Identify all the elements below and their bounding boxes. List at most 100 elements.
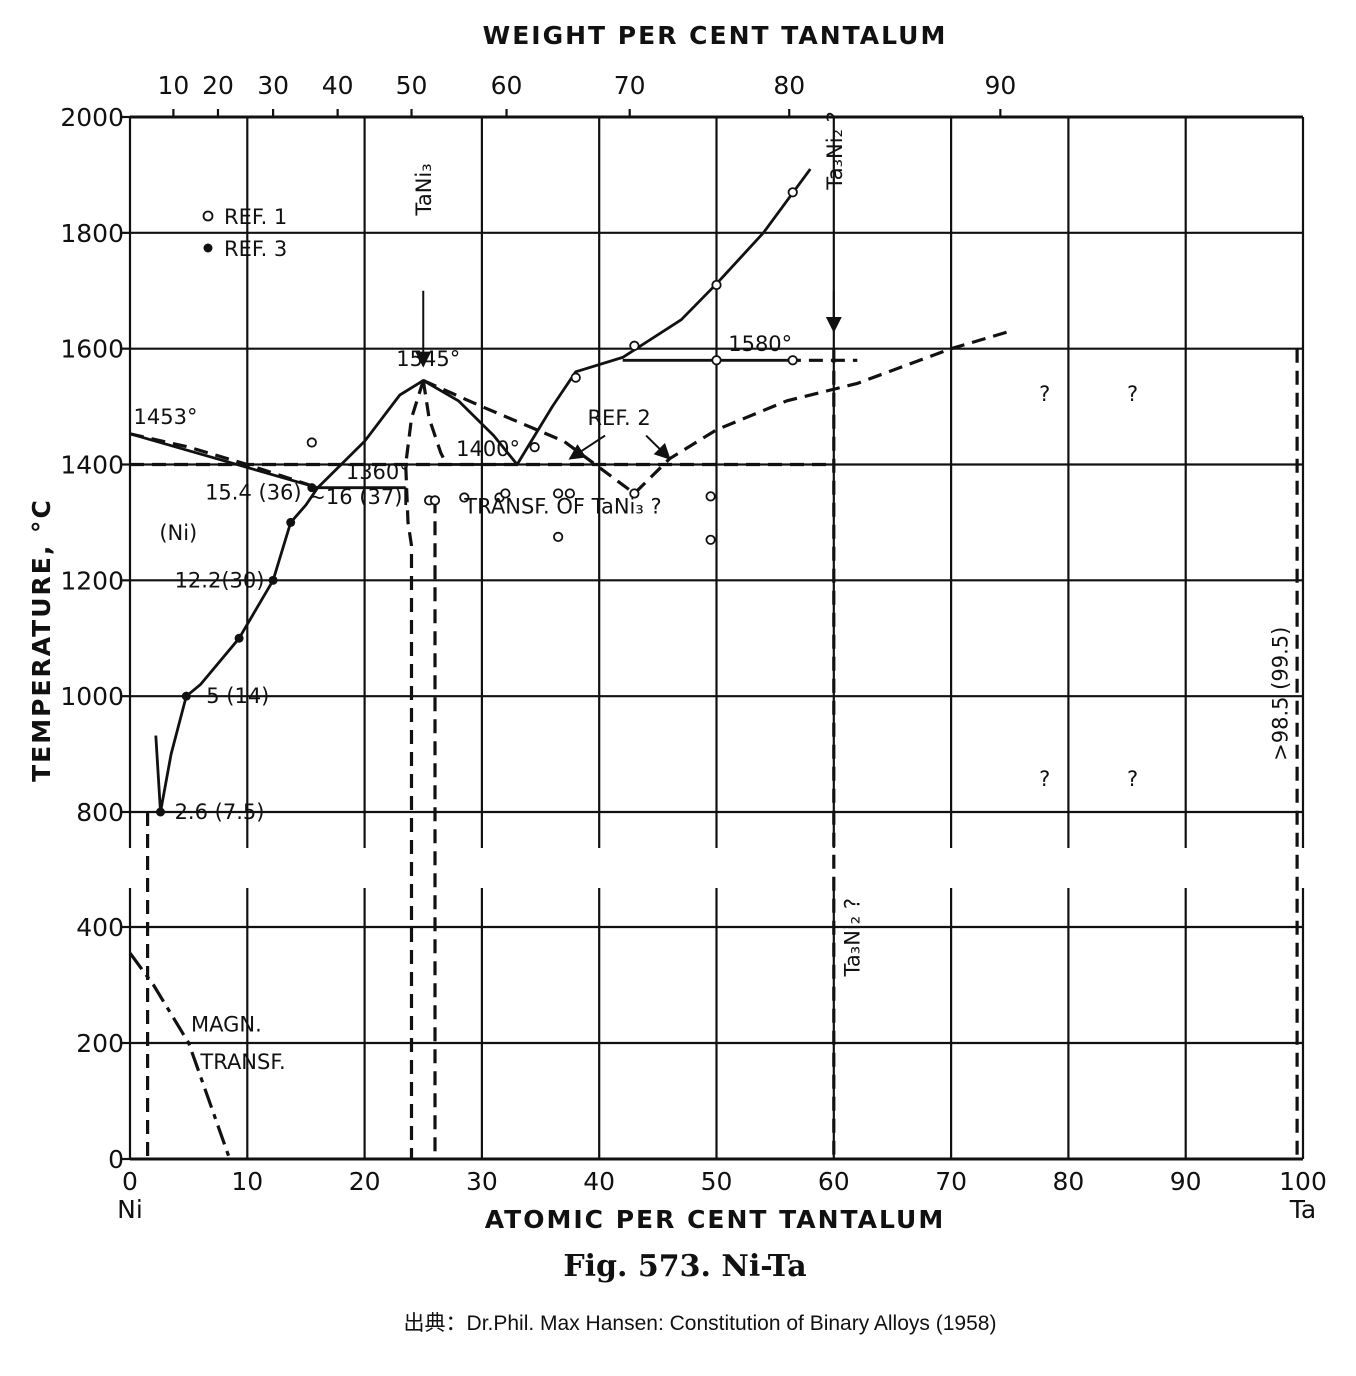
weight-tick-label: 40: [322, 71, 354, 100]
legend-filled-circle: [203, 243, 213, 253]
ref1-point: [500, 488, 511, 499]
annotation-arrow: [568, 434, 606, 460]
y-tick-label: 1200: [60, 566, 124, 595]
annotation-label: 1580°: [728, 332, 792, 356]
annotation-label: 15.4 (36): [205, 480, 302, 504]
x-tick-label: 30: [466, 1167, 498, 1196]
ref1-point: [705, 534, 716, 545]
y-tick-label: 0: [108, 1145, 124, 1174]
ref3-point: [234, 633, 244, 643]
ref1-point: [570, 372, 581, 383]
ref1-point: [553, 488, 564, 499]
x-tick-label: 10: [231, 1167, 263, 1196]
ref3-point: [181, 691, 191, 701]
annotation-label: 1400°: [456, 437, 520, 461]
ref1-point: [564, 488, 575, 499]
x-tick-label: 20: [349, 1167, 381, 1196]
annotation-label: 1545°: [396, 347, 460, 371]
ref3-point: [307, 483, 317, 493]
x-axis-title: ATOMIC PER CENT TANTALUM: [485, 1205, 945, 1234]
ref1-point: [705, 491, 716, 502]
ref1-point: [711, 279, 722, 291]
y-axis-title: TEMPERATURE, °C: [27, 498, 56, 782]
x-tick-label: 90: [1170, 1167, 1202, 1196]
y-tick-label: 200: [76, 1029, 124, 1058]
y-tick-label: 400: [76, 913, 124, 942]
annotation-label: ?: [1127, 767, 1138, 791]
vertical-label: TaNi₃: [412, 163, 436, 216]
phase-line-dashed: [129, 432, 319, 490]
x-tick-label: 50: [701, 1167, 733, 1196]
x-tick-label: 100: [1279, 1167, 1327, 1196]
vertical-label: Ta₃Ni₂ ?: [823, 111, 847, 190]
phase-line-dash-dot: [128, 952, 232, 1160]
weight-tick-label: 80: [773, 71, 805, 100]
ref3-point: [286, 517, 296, 527]
annotation-label: ~16 (37): [308, 485, 402, 509]
legend-label: REF. 1: [224, 205, 287, 229]
x-tick-label: 70: [935, 1167, 967, 1196]
y-tick-label: 1800: [60, 219, 124, 248]
annotation-label: TRANSF. OF TaNi₃ ?: [463, 495, 661, 519]
weight-tick-label: 50: [396, 71, 428, 100]
x-end-label-ta: Ta: [1289, 1195, 1316, 1224]
plot-frame: [122, 115, 1303, 1161]
y-tick-label: 2000: [60, 103, 124, 132]
phase-line-dashed: [422, 329, 1011, 496]
annotation-label: 5 (14): [206, 684, 269, 708]
legend-open-circle: [202, 210, 214, 222]
weight-tick-label: 30: [257, 71, 289, 100]
source-note: 出典：Dr.Phil. Max Hansen: Constitution of …: [404, 1312, 997, 1335]
ref1-point: [711, 355, 722, 366]
ref1-point: [459, 492, 470, 503]
data-points: [155, 187, 798, 817]
weight-tick-label: 70: [614, 71, 646, 100]
weight-tick-label: 60: [491, 71, 523, 100]
ref3-point: [268, 575, 278, 585]
y-tick-label: 1000: [60, 682, 124, 711]
vertical-label: >98.5 (99.5): [1269, 627, 1293, 761]
annotation-label: 1453°: [134, 405, 198, 429]
x-tick-label: 60: [818, 1167, 850, 1196]
grid: [128, 115, 1305, 1161]
phase-boundaries: [128, 168, 1299, 1160]
phase-line-solid: [515, 168, 812, 466]
phase-line-dashed: [404, 380, 425, 1159]
phase-line-dashed: [421, 380, 449, 466]
x-end-label-ni: Ni: [117, 1195, 143, 1224]
ref3-point: [155, 807, 165, 817]
x2-axis-title: WEIGHT PER CENT TANTALUM: [483, 21, 948, 50]
annotation-label: REF. 2: [587, 406, 650, 430]
y-tick-label: 800: [76, 798, 124, 827]
ref1-point: [629, 488, 640, 499]
weight-tick-label: 10: [157, 71, 189, 100]
x-tick-label: 80: [1052, 1167, 1084, 1196]
figure-caption: Fig. 573. Ni-Ta: [563, 1249, 806, 1284]
ref1-point: [529, 442, 540, 453]
ref1-point: [787, 187, 798, 198]
x-tick-label: 0: [122, 1167, 138, 1196]
weight-tick-label: 90: [984, 71, 1016, 100]
annotation-label: ?: [1039, 382, 1050, 406]
annotation-label: 1360°: [346, 460, 410, 484]
annotations: REF. 1 REF. 3 1453° 1545° 1580° 1400° 1360° 15.…: [134, 111, 1293, 1074]
annotation-label: ?: [1039, 767, 1050, 791]
annotation-label: TRANSF.: [199, 1050, 285, 1074]
ref1-point: [306, 437, 317, 448]
y-tick-label: 1400: [60, 451, 124, 480]
y-tick-label: 1600: [60, 335, 124, 364]
phase-line-solid: [154, 486, 319, 814]
vertical-label: Ta₃Ni₂ ?: [840, 898, 864, 977]
ref1-point: [429, 495, 441, 506]
annotation-arrow: [645, 434, 671, 460]
annotation-label: MAGN.: [191, 1012, 262, 1036]
annotation-label: ?: [1127, 382, 1138, 406]
weight-tick-label: 20: [202, 71, 234, 100]
legend-label: REF. 3: [224, 237, 287, 261]
ref1-point: [553, 531, 564, 542]
annotation-label: 2.6 (7.5): [175, 800, 265, 824]
ref1-point: [629, 340, 640, 351]
annotation-label: (Ni): [159, 521, 197, 545]
ref1-point: [787, 355, 798, 366]
